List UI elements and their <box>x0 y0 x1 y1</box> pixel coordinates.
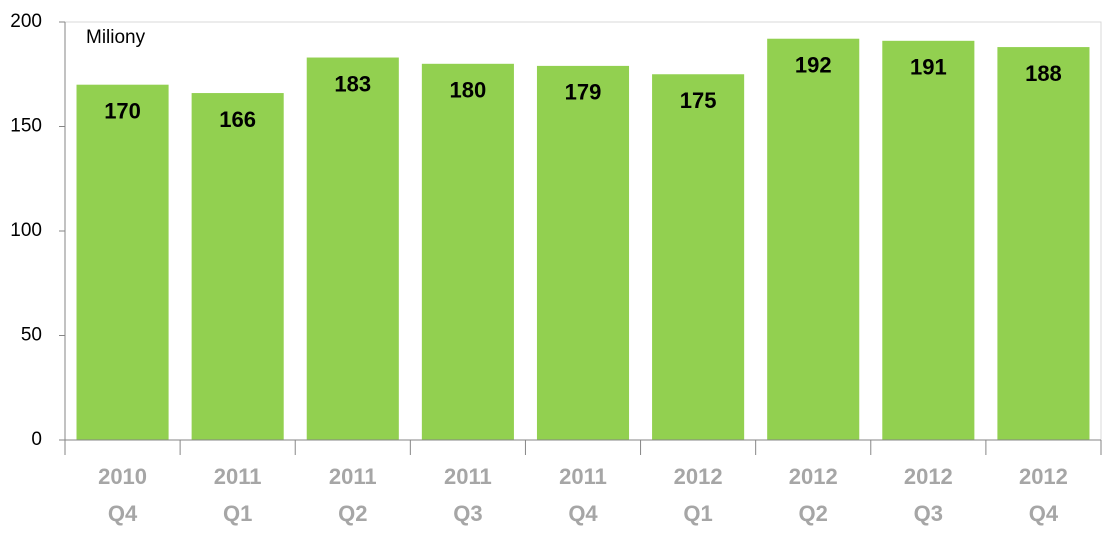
y-tick-label: 150 <box>10 116 42 137</box>
x-tick-label: Q4 <box>108 501 138 526</box>
value-label: 166 <box>219 107 256 132</box>
x-tick-label: 2012 <box>674 464 723 489</box>
bar <box>306 57 399 440</box>
x-tick-label: 2012 <box>789 464 838 489</box>
x-tick-label: Q1 <box>223 501 252 526</box>
bar <box>652 74 745 440</box>
x-tick-label: 2012 <box>1019 464 1068 489</box>
x-tick-label: Q2 <box>799 501 828 526</box>
bar <box>536 65 630 440</box>
annotation: Miliony <box>86 27 146 48</box>
x-tick-label: Q3 <box>914 501 943 526</box>
x-tick-label: Q3 <box>453 501 482 526</box>
value-label: 179 <box>565 80 602 105</box>
bar <box>767 38 860 440</box>
value-label: 188 <box>1025 61 1062 86</box>
y-tick-label: 50 <box>21 325 42 346</box>
y-tick-label: 200 <box>10 11 42 32</box>
x-tick-label: 2012 <box>904 464 953 489</box>
value-label: 170 <box>104 99 141 124</box>
bar <box>882 40 975 441</box>
x-tick-label: 2011 <box>444 464 492 489</box>
x-tick-label: Q4 <box>568 501 598 526</box>
y-tick-label: 100 <box>10 220 42 241</box>
bar <box>191 93 284 440</box>
y-tick-label: 0 <box>31 429 42 450</box>
x-tick-label: 2011 <box>559 464 607 489</box>
bar <box>76 84 169 440</box>
bar <box>997 47 1090 440</box>
x-tick-label: Q1 <box>683 501 712 526</box>
value-label: 180 <box>450 78 487 103</box>
value-label: 191 <box>910 55 947 80</box>
x-tick-label: Q4 <box>1029 501 1059 526</box>
x-tick-label: Q2 <box>338 501 367 526</box>
x-tick-label: 2011 <box>329 464 377 489</box>
x-tick-label: 2010 <box>98 464 147 489</box>
x-tick-label: 2011 <box>214 464 262 489</box>
value-label: 183 <box>334 71 371 96</box>
bar <box>421 63 514 441</box>
value-label: 192 <box>795 53 832 78</box>
value-label: 175 <box>680 88 717 113</box>
